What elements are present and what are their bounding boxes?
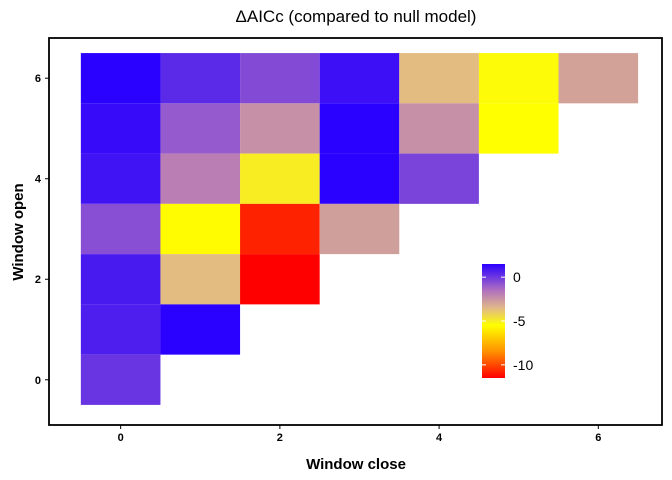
x-tick-label: 6 xyxy=(595,432,601,444)
y-tick-label: 6 xyxy=(35,73,41,85)
heatmap-cell-0-2 xyxy=(80,254,161,305)
heatmap-cell-1-6 xyxy=(160,53,241,104)
heatmap-cell-5-6 xyxy=(478,53,559,104)
color-legend: 0 -5 -10 xyxy=(482,264,533,378)
heatmap-cell-0-6 xyxy=(80,53,161,104)
heatmap-cell-4-4 xyxy=(399,153,479,204)
legend-tick-label: 0 xyxy=(513,269,521,285)
heatmap-cell-1-4 xyxy=(160,153,241,204)
heatmap-cells xyxy=(80,53,639,405)
x-tick-label: 0 xyxy=(118,432,124,444)
y-tick-label: 2 xyxy=(35,274,41,286)
legend-tick-label: -10 xyxy=(513,357,533,373)
x-axis: 0 2 4 6 xyxy=(118,425,601,444)
heatmap-cell-3-3 xyxy=(319,203,400,255)
legend-tick-label: -5 xyxy=(513,313,526,329)
heatmap-cell-3-6 xyxy=(319,53,400,104)
heatmap-cell-3-5 xyxy=(319,103,400,154)
heatmap-cell-2-3 xyxy=(240,203,320,255)
heatmap-cell-5-5 xyxy=(478,103,559,154)
heatmap-cell-0-5 xyxy=(80,103,161,154)
heatmap-cell-2-2 xyxy=(240,254,320,305)
heatmap-cell-0-3 xyxy=(80,203,161,255)
legend-colorbar xyxy=(482,264,505,378)
heatmap-cell-4-5 xyxy=(399,103,479,154)
y-tick-label: 4 xyxy=(35,174,42,186)
heatmap-cell-0-4 xyxy=(80,153,161,204)
heatmap-cell-3-4 xyxy=(319,153,400,204)
heatmap-cell-0-1 xyxy=(80,304,161,355)
heatmap-cell-1-2 xyxy=(160,254,241,305)
heatmap-cell-6-6 xyxy=(558,53,639,104)
heatmap-cell-0-0 xyxy=(80,354,161,405)
y-tick-label: 0 xyxy=(35,375,41,387)
heatmap-cell-2-6 xyxy=(240,53,320,104)
x-tick-label: 2 xyxy=(277,432,283,444)
y-axis-title: Window open xyxy=(10,183,27,280)
heatmap-cell-1-5 xyxy=(160,103,241,154)
y-axis: 0 2 4 6 xyxy=(35,73,49,387)
x-axis-title: Window close xyxy=(306,456,406,473)
heatmap-cell-2-5 xyxy=(240,103,320,154)
x-tick-label: 4 xyxy=(436,432,443,444)
heatmap-cell-4-6 xyxy=(399,53,479,104)
heatmap-cell-2-4 xyxy=(240,153,320,204)
heatmap-cell-1-1 xyxy=(160,304,241,355)
heatmap-cell-1-3 xyxy=(160,203,241,255)
plot-panel-border xyxy=(48,37,663,426)
chart-title: ΔAICc (compared to null model) xyxy=(236,7,477,26)
